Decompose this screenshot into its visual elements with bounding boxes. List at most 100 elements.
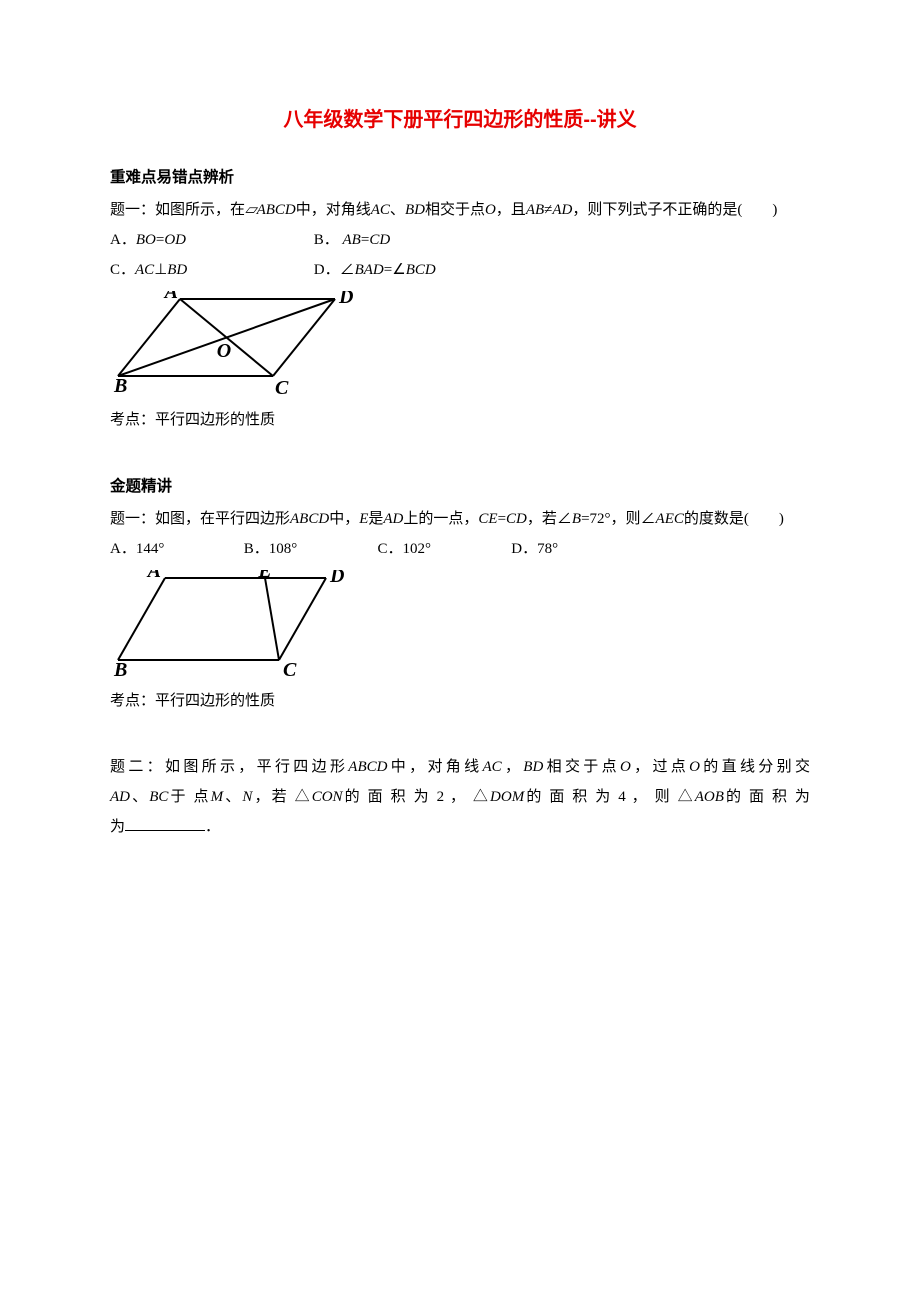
text: 中，对角线 <box>387 759 482 775</box>
svg-text:E: E <box>257 570 271 582</box>
s2-q2-line3: 为． <box>110 812 810 842</box>
text: 题一：如图，在平行四边形 <box>110 511 290 527</box>
text: ，且 <box>496 202 526 218</box>
text: 题一：如图所示，在 <box>110 202 245 218</box>
label: B． <box>314 225 339 255</box>
section1-heading: 重难点易错点辨析 <box>110 162 810 193</box>
s2-q2-line1: 题二：如图所示，平行四边形ABCD中，对角线AC，BD相交于点O，过点O的直线分… <box>110 752 810 782</box>
option-C: C．102° <box>378 534 508 564</box>
svg-text:C: C <box>283 659 297 681</box>
text: 的直线分别交 <box>700 759 810 775</box>
text: 相交于点 <box>543 759 620 775</box>
text: 的 面 积 为 4 ， 则 △ <box>524 789 694 805</box>
svg-text:A: A <box>146 570 161 582</box>
math-ABCD: ABCD <box>257 202 296 218</box>
math: BAD <box>355 255 384 285</box>
math: DOM <box>490 789 524 805</box>
text: ， <box>502 759 524 775</box>
math: AC <box>482 759 501 775</box>
math: BO <box>136 225 156 255</box>
section2-heading: 金题精讲 <box>110 471 810 502</box>
math: O <box>620 759 631 775</box>
label: A． <box>110 225 136 255</box>
math: AOB <box>695 789 724 805</box>
svg-text:B: B <box>113 375 127 397</box>
text: 、 <box>130 789 149 805</box>
text: 题二：如图所示，平行四边形 <box>110 759 348 775</box>
math: N <box>242 789 252 805</box>
option-A: A．BO=OD <box>110 225 310 255</box>
text: 是 <box>368 511 383 527</box>
label: C． <box>110 255 135 285</box>
text: 的 面 积 为 2 ， △ <box>343 789 491 805</box>
math: BCD <box>406 255 436 285</box>
text: ，过点 <box>631 759 689 775</box>
parallelogram-with-E-diagram: A E D B C <box>110 570 350 682</box>
svg-text:A: A <box>163 291 178 303</box>
math-BD: BD <box>405 202 425 218</box>
option-C: C．AC⊥BD <box>110 255 310 285</box>
math-AB: AB <box>526 202 544 218</box>
math: ABCD <box>348 759 387 775</box>
label: D．∠ <box>314 255 355 285</box>
math: AD <box>383 511 403 527</box>
text: ，则下列式子不正确的是( ) <box>572 202 777 218</box>
text: 上的一点， <box>403 511 478 527</box>
eq: = <box>498 511 506 527</box>
svg-text:B: B <box>113 659 127 681</box>
math: ABCD <box>290 511 329 527</box>
svg-text:O: O <box>217 340 231 362</box>
math: BD <box>523 759 543 775</box>
math: O <box>689 759 700 775</box>
math-AD: AD <box>552 202 572 218</box>
s1-kaodian: 考点：平行四边形的性质 <box>110 405 810 435</box>
parallelogram-diagonals-diagram: A D B C O <box>110 291 360 401</box>
text: ． <box>205 819 220 835</box>
math: AD <box>110 789 130 805</box>
eq: =∠ <box>384 255 406 285</box>
text: 中，对角线 <box>296 202 371 218</box>
text: 、 <box>223 789 242 805</box>
eq: = <box>361 225 369 255</box>
s1-q1-options-row1: A．BO=OD B． AB=CD <box>110 225 810 255</box>
figure-1: A D B C O <box>110 291 810 401</box>
text: 于 点 <box>168 789 210 805</box>
option-B: B． AB=CD <box>314 225 390 255</box>
text: 、 <box>390 202 405 218</box>
option-B: B．108° <box>244 534 374 564</box>
math: CD <box>506 511 527 527</box>
math: M <box>211 789 224 805</box>
s2-q1-stem: 题一：如图，在平行四边形ABCD中，E是AD上的一点，CE=CD，若∠B=72°… <box>110 504 810 534</box>
math: BC <box>149 789 168 805</box>
s2-kaodian: 考点：平行四边形的性质 <box>110 686 810 716</box>
text: =72°，则∠ <box>581 511 655 527</box>
math: OD <box>164 225 186 255</box>
math-AC: AC <box>371 202 390 218</box>
svg-text:D: D <box>338 291 353 308</box>
math: BD <box>167 255 187 285</box>
perp: ⊥ <box>154 255 167 285</box>
page-title: 八年级数学下册平行四边形的性质--讲义 <box>110 100 810 140</box>
s1-q1-options-row2: C．AC⊥BD D．∠BAD=∠BCD <box>110 255 810 285</box>
math: E <box>359 511 368 527</box>
text: 相交于点 <box>425 202 485 218</box>
math: CE <box>478 511 497 527</box>
option-D: D．∠BAD=∠BCD <box>314 255 436 285</box>
figure-2: A E D B C <box>110 570 810 682</box>
text: ，若∠ <box>527 511 572 527</box>
answer-blank <box>125 815 205 831</box>
math: CD <box>369 225 390 255</box>
text: 中， <box>329 511 359 527</box>
s2-q2-line2: AD、BC于 点M、N，若 △CON的 面 积 为 2 ， △DOM的 面 积 … <box>110 782 810 812</box>
math: AEC <box>656 511 684 527</box>
text-wei: 为 <box>110 819 125 835</box>
text: ，若 △ <box>252 789 311 805</box>
math-O: O <box>485 202 496 218</box>
math: AC <box>135 255 154 285</box>
math: AB <box>343 225 361 255</box>
svg-text:D: D <box>329 570 344 587</box>
s2-q1-options: A．144° B．108° C．102° D．78° <box>110 534 810 564</box>
svg-text:C: C <box>275 377 289 399</box>
eq: = <box>156 225 164 255</box>
math: CON <box>312 789 343 805</box>
